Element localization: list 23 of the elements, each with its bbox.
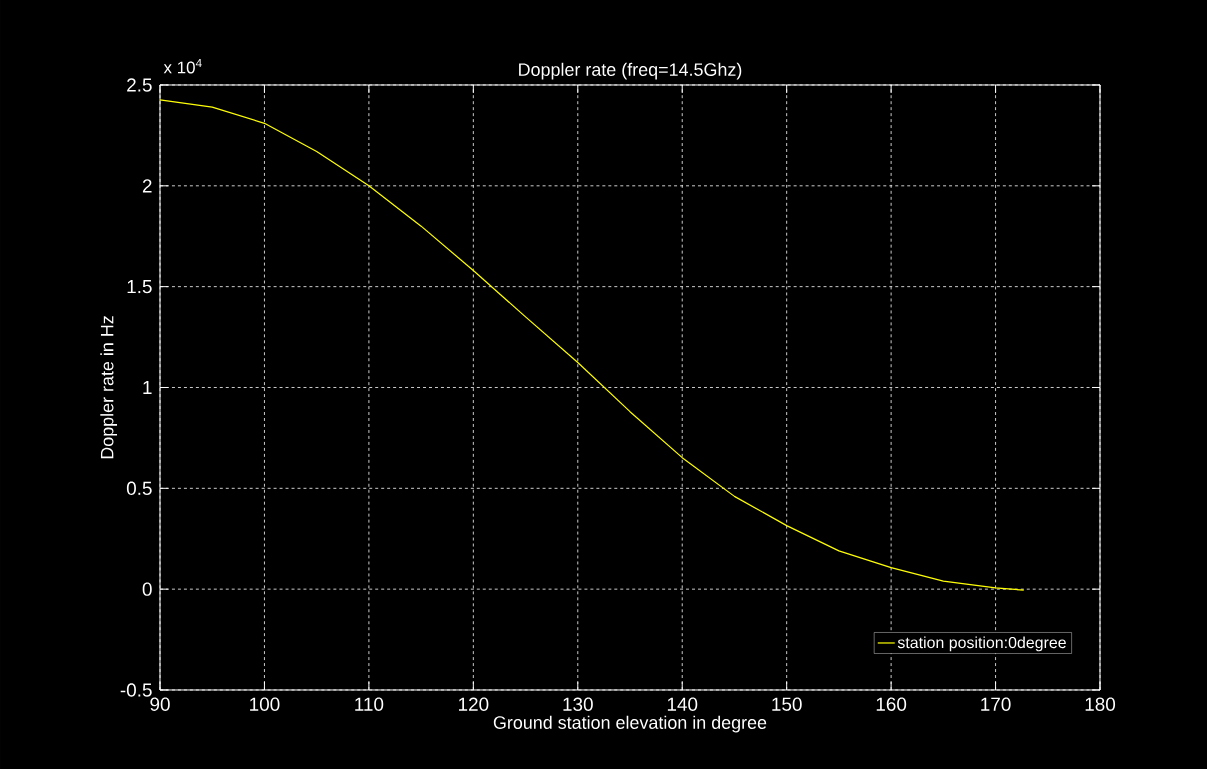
y-tick-label: 0.5 (126, 481, 152, 496)
x-tick-label: 150 (772, 697, 802, 711)
x-tick-label: 120 (458, 697, 489, 711)
y-tick-label: 0 (142, 582, 152, 596)
line-series (159, 99, 1025, 591)
x-tick-label: 90 (150, 697, 170, 711)
x-tick-label: 170 (981, 697, 1011, 711)
y-tick-label: 2.5 (127, 78, 152, 92)
legend-label: station position:0degree (897, 636, 1066, 652)
y-tick-label: 1 (143, 380, 152, 394)
y-axis-title: Doppler rate in Hz (100, 316, 118, 459)
x-tick-label: 100 (250, 697, 280, 711)
text: x 10$^{4}$ (163, 58, 202, 74)
y-tick-label: 1.5 (127, 280, 152, 294)
x-tick-label: 140 (667, 697, 698, 711)
x-axis-title: Ground station elevation in degree (493, 715, 767, 733)
x-tick-label: 180 (1085, 697, 1116, 711)
x-tick-label: 160 (876, 697, 907, 711)
y-tick-label: 2 (142, 179, 152, 193)
x-tick-label: 110 (355, 697, 384, 711)
x-tick-label: 130 (563, 697, 593, 711)
y-tick-label: -0.5 (120, 683, 152, 697)
chart-title: Doppler rate (freq=14.5Ghz) (519, 62, 742, 80)
